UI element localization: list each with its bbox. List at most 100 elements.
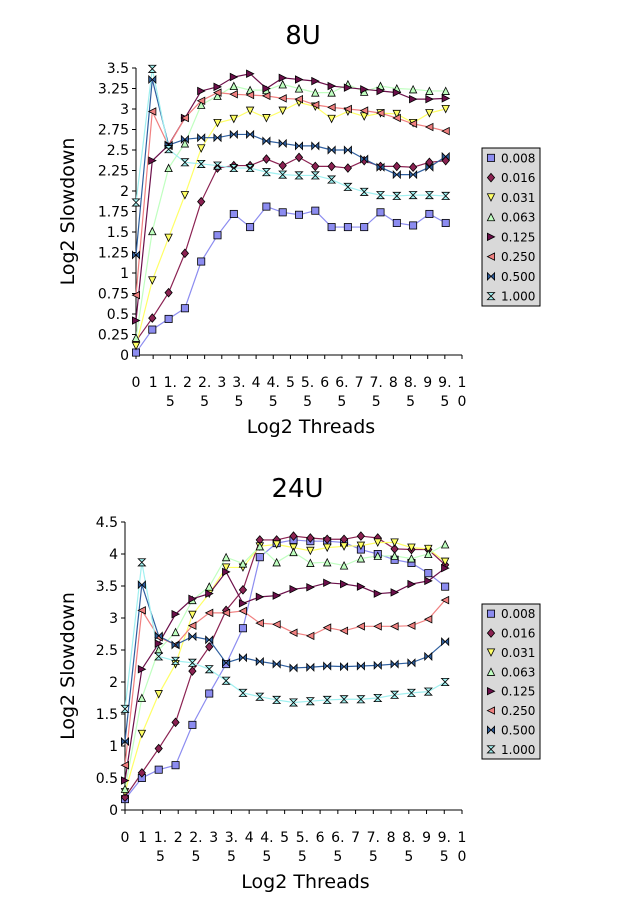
data-point (407, 658, 416, 668)
data-point (289, 628, 298, 637)
y-tick-label: 1 (109, 739, 118, 755)
data-point (221, 676, 231, 685)
data-point (441, 191, 451, 200)
data-point (373, 538, 382, 547)
data-point (327, 88, 336, 97)
data-point (164, 145, 174, 154)
data-point (294, 171, 304, 180)
x-tick-label: 0 (132, 375, 141, 391)
data-point (356, 553, 366, 563)
data-point (148, 313, 157, 323)
data-point (120, 760, 129, 770)
x-tick-label: 3. (225, 830, 238, 846)
data-point (188, 594, 197, 604)
y-tick-label: 4.5 (96, 515, 118, 531)
x-tick-label: 3 (209, 830, 218, 846)
legend-label: 0.008 (501, 607, 535, 621)
data-point (245, 106, 255, 116)
legend-item: 0.031 (486, 646, 535, 660)
legend-item: 0.008 (486, 607, 535, 621)
legend-marker (486, 172, 496, 183)
x-tick-label: 5 (333, 849, 342, 865)
data-point (137, 729, 147, 739)
data-point (278, 138, 287, 149)
legend-item: 0.250 (486, 704, 535, 718)
data-point (238, 653, 247, 663)
data-point (229, 114, 239, 124)
x-tick-label: 0 (458, 394, 467, 410)
x-tick-label: 9 (423, 375, 432, 391)
data-point (409, 94, 418, 104)
x-tick-label: 5 (269, 394, 278, 410)
data-point (278, 106, 287, 116)
data-point (373, 694, 383, 702)
data-point (229, 209, 238, 218)
data-point (343, 182, 353, 191)
data-point (221, 552, 231, 562)
data-point (406, 688, 417, 697)
data-point (294, 210, 303, 219)
data-point (305, 697, 315, 706)
legend-item: 0.125 (487, 685, 535, 699)
data-point (137, 558, 147, 567)
data-point (327, 223, 336, 232)
y-tick-label: 4 (109, 547, 118, 563)
x-tick-label: 5 (303, 394, 312, 410)
y-tick-label: 2.5 (107, 143, 129, 159)
data-point (408, 119, 418, 129)
y-tick-label: 0.5 (96, 771, 118, 787)
legend-label: 0.031 (501, 191, 535, 205)
data-point (423, 687, 433, 696)
legend-marker (487, 271, 495, 281)
data-point (425, 94, 434, 104)
data-point (392, 109, 402, 119)
x-tick-label: 6. (335, 375, 348, 391)
x-tick-label: 0 (121, 830, 130, 846)
data-point (408, 84, 418, 94)
data-point (213, 133, 222, 143)
data-point (359, 187, 369, 196)
data-point (272, 659, 281, 669)
data-point (392, 88, 402, 97)
data-point (440, 557, 450, 567)
data-point (306, 533, 315, 543)
data-point (392, 170, 401, 180)
x-axis-label: Log2 Threads (241, 871, 369, 893)
x-tick-label: 7. (370, 375, 383, 391)
data-point (229, 129, 238, 139)
data-point (424, 549, 433, 558)
data-point (392, 218, 401, 227)
data-point (255, 618, 264, 628)
series-markers-0.031 (120, 538, 450, 797)
x-tick-label: 1. (154, 830, 167, 846)
data-point (238, 606, 247, 616)
x-tick-label: 5 (404, 849, 413, 865)
data-point (359, 106, 369, 115)
data-point (424, 122, 434, 132)
data-point (154, 690, 163, 699)
data-point (148, 74, 157, 85)
data-point (272, 591, 282, 600)
data-point (131, 333, 141, 342)
data-point (222, 658, 231, 668)
data-point (440, 678, 450, 686)
data-point (221, 563, 231, 572)
data-point (407, 543, 416, 553)
data-point (213, 91, 222, 100)
data-point (272, 540, 281, 549)
data-point (261, 91, 271, 101)
data-point (255, 541, 265, 551)
x-tick-label: 6 (316, 830, 325, 846)
data-point (311, 88, 320, 97)
data-point (343, 163, 353, 173)
data-point (310, 171, 320, 180)
data-point (255, 553, 264, 562)
x-tick-label: 5 (406, 394, 415, 410)
legend-label: 0.500 (501, 270, 535, 284)
x-tick-label: 7 (351, 830, 360, 846)
y-axis-label: Log2 Slowdown (57, 138, 79, 286)
data-point (440, 539, 450, 549)
data-point (278, 94, 287, 103)
legend-marker (487, 686, 496, 696)
data-point (441, 637, 450, 647)
